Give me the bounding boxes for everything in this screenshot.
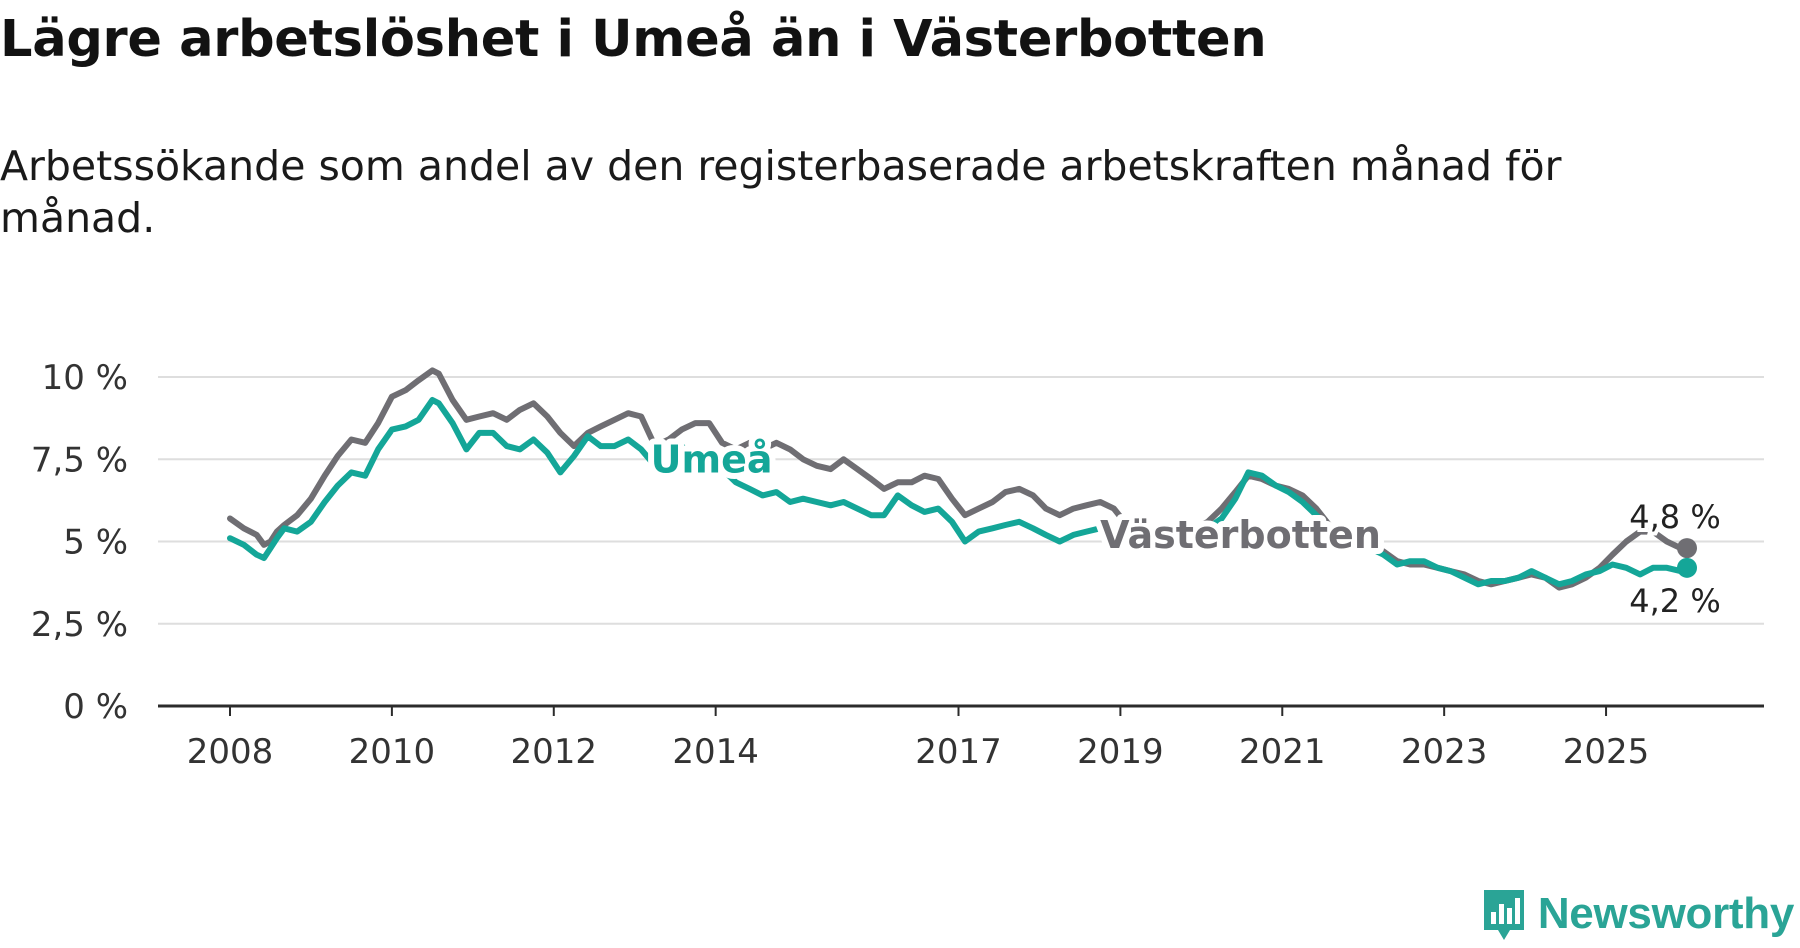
series-line-ume- (227, 397, 1690, 588)
end-value-label-vasterbotten: 4,8 % (1629, 498, 1720, 536)
newsworthy-logo-icon (1483, 890, 1524, 940)
series-line-v-sterbotten (227, 367, 1690, 591)
labels: Umeå Västerbotten 4,8 % 4,2 % (645, 431, 1725, 623)
chart-subtitle: Arbetssökande som andel av den registerb… (0, 142, 1562, 242)
series-label-umea: Umeå (651, 437, 773, 481)
end-value-label-umea: 4,2 % (1629, 582, 1720, 620)
x-tick-label: 2012 (511, 732, 598, 772)
grid-lines (158, 376, 1764, 625)
x-tick-label: 2014 (672, 732, 759, 772)
y-tick-label: 2,5 % (31, 605, 128, 645)
x-tick-label: 2019 (1077, 732, 1164, 772)
y-tick-label: 0 % (63, 687, 128, 727)
brand-name: Newsworthy (1537, 889, 1794, 938)
axes: 0 % 2,5 % 5 % 7,5 % 10 % 2008 2010 2012 2014 2017… (31, 358, 1764, 772)
chart-title: Lägre arbetslöshet i Umeå än i Västerbot… (0, 10, 1267, 69)
x-tick-label: 2021 (1239, 732, 1326, 772)
series-lines (227, 367, 1697, 591)
x-tick-label: 2025 (1563, 732, 1650, 772)
x-tick-label: 2008 (187, 732, 274, 772)
x-tick-label: 2017 (915, 732, 1002, 772)
end-point-ume- (1677, 557, 1697, 578)
y-tick-label: 10 % (42, 358, 128, 398)
series-label-vasterbotten: Västerbotten (1100, 513, 1381, 557)
y-tick-label: 7,5 % (31, 440, 128, 480)
newsworthy-logo: Newsworthy (1480, 886, 1794, 942)
x-tick-label: 2010 (349, 732, 436, 772)
y-tick-label: 5 % (63, 523, 128, 563)
x-tick-label: 2023 (1401, 732, 1488, 772)
end-point-v-sterbotten (1677, 538, 1697, 559)
